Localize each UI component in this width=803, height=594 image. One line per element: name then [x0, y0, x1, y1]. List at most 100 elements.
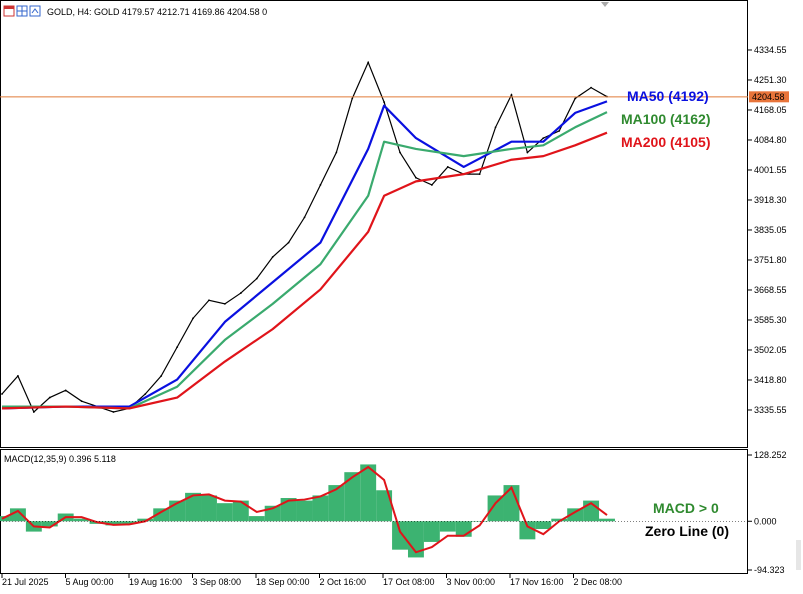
ma100-annotation: MA100 (4162)	[621, 111, 711, 127]
price-axis-tick-label: 4251.30	[754, 75, 787, 85]
chart-window-icon[interactable]	[3, 5, 15, 17]
price-point	[430, 184, 433, 186]
price-axis-tick-label: 3335.55	[754, 405, 787, 415]
table-icon[interactable]	[16, 5, 28, 17]
price-axis-tick-label: 3918.30	[754, 195, 787, 205]
price-point	[478, 173, 481, 176]
price-point	[335, 151, 338, 154]
macd-signal	[1, 465, 608, 554]
macd-histogram-bar	[9, 508, 26, 522]
time-axis-tick-label: 18 Sep 00:00	[256, 577, 310, 587]
price-point	[255, 277, 258, 280]
macd-histogram-bar	[201, 495, 217, 522]
macd-histogram-bar	[232, 500, 249, 522]
cycle-icon[interactable]	[29, 5, 41, 17]
macd-histogram-bar	[137, 518, 154, 522]
price-point	[32, 411, 35, 413]
macd-histogram-bar	[423, 521, 440, 542]
ma200-line	[1, 131, 608, 410]
price-point	[415, 176, 417, 179]
price-point	[558, 130, 561, 132]
price-axis-tick-label: 4168.05	[754, 105, 787, 115]
ma50-annotation: MA50 (4192)	[627, 88, 709, 104]
macd-histogram-bar	[185, 492, 202, 522]
price-axis-tick-label: 3835.05	[754, 225, 787, 235]
price-point	[383, 101, 386, 103]
current-price-badge	[749, 91, 789, 103]
time-axis-tick-label: 3 Nov 00:00	[447, 577, 496, 587]
macd-histogram-bar	[105, 521, 122, 526]
price-point	[17, 375, 19, 377]
macd-histogram-bar	[455, 521, 472, 537]
ma200-annotation: MA200 (4105)	[621, 134, 711, 150]
macd-histogram-bar	[280, 498, 297, 522]
current-price-label: 4204.58	[752, 92, 785, 102]
macd-histogram-bar	[312, 495, 329, 522]
price-point	[590, 86, 592, 89]
macd-histogram-bar	[439, 521, 456, 532]
price-point	[223, 302, 226, 305]
price-point	[208, 299, 210, 302]
price-point	[176, 346, 179, 349]
macd-histogram-bar	[216, 503, 233, 522]
macd-histogram-bar	[153, 508, 170, 522]
time-axis-tick-label: 5 Aug 00:00	[66, 577, 114, 587]
macd-histogram-bar	[360, 464, 377, 522]
price-point	[351, 97, 354, 100]
ma50-line	[1, 100, 608, 410]
macd-histogram-bar	[503, 485, 520, 522]
price-axis-tick-label: 3502.05	[754, 345, 787, 355]
price-point	[1, 393, 3, 395]
price-axis: 4334.55 4251.30 4168.05 4084.80 4001.55 3918.…	[748, 45, 787, 415]
price-point	[494, 126, 497, 129]
macd-histogram-bar	[376, 490, 393, 522]
price-axis-tick-label: 4001.55	[754, 165, 787, 175]
price-point	[303, 216, 306, 219]
macd-histogram-bar	[392, 521, 408, 550]
price-point	[367, 61, 370, 64]
macd-axis-tick-label: 128.252	[754, 450, 787, 460]
time-axis-tick-label: 2 Dec 08:00	[574, 577, 623, 587]
price-axis-tick-label: 4084.80	[754, 135, 787, 145]
time-axis-tick-label: 21 Jul 2025	[2, 577, 49, 587]
price-point	[48, 396, 51, 399]
macd-histogram-bar	[487, 495, 504, 522]
price-point	[192, 317, 194, 320]
macd-histogram-bar	[248, 516, 265, 522]
macd-histogram-bar	[296, 500, 313, 522]
macd-histogram-bar	[41, 521, 58, 527]
scroll-marker-icon[interactable]	[601, 2, 609, 7]
chart-title: GOLD, H4: GOLD 4179.57 4212.71 4169.86 4…	[47, 7, 267, 17]
price-axis-tick-label: 3585.30	[754, 315, 787, 325]
price-point	[446, 166, 449, 168]
price-point	[319, 184, 322, 186]
price-point	[399, 151, 401, 154]
price-axis-tick-label: 3418.80	[754, 375, 787, 385]
price-point	[287, 241, 290, 244]
macd-histogram	[0, 464, 615, 558]
ma100-line	[2, 111, 608, 410]
macd-axis-tick-label: 0.000	[754, 516, 777, 526]
price-point	[144, 393, 147, 395]
price-point	[239, 292, 242, 294]
price-point	[574, 97, 577, 100]
time-axis-tick-label: 3 Sep 08:00	[193, 577, 242, 587]
price-point	[526, 151, 529, 154]
time-axis-tick-label: 17 Oct 08:00	[383, 577, 435, 587]
macd-axis: 128.252 0.000 -94.323	[748, 450, 787, 575]
time-axis-tick-label: 2 Oct 16:00	[320, 577, 367, 587]
scrollbar[interactable]	[796, 540, 801, 570]
price-axis-tick-label: 4334.55	[754, 45, 787, 55]
macd-histogram-bar	[471, 521, 488, 522]
time-axis: 21 Jul 2025 5 Aug 00:00 19 Aug 16:00 3 Sep …	[1, 574, 623, 587]
price-point	[271, 256, 274, 258]
macd-histogram-bar	[551, 518, 568, 522]
macd-histogram-bar	[121, 521, 138, 524]
macd-signal-line	[1, 465, 608, 554]
time-axis-tick-label: 17 Nov 16:00	[510, 577, 564, 587]
macd-axis-tick-label: -94.323	[754, 565, 785, 575]
price-pane	[0, 0, 748, 448]
price-point	[510, 93, 513, 96]
macd-histogram-bar	[599, 518, 615, 522]
